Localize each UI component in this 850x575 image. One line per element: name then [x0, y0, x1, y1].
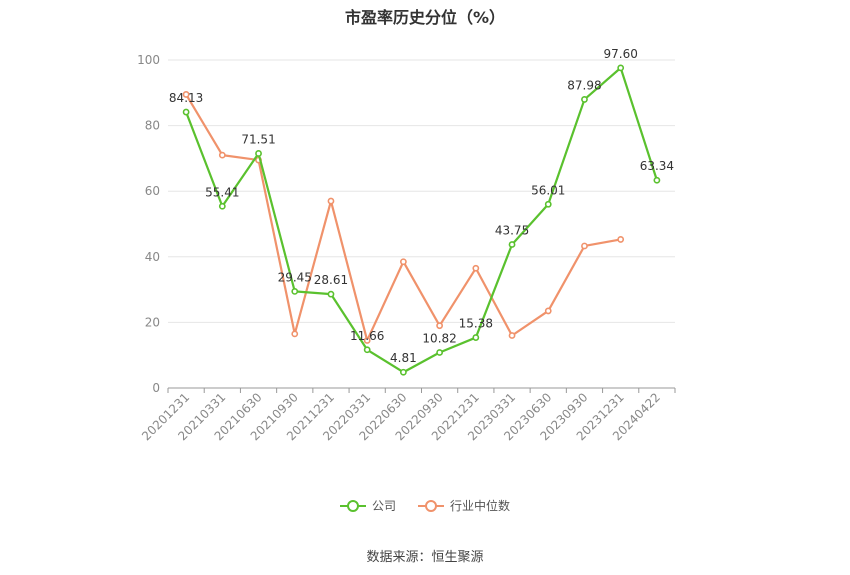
industry-median-point	[182, 91, 190, 98]
industry-median-point	[472, 264, 480, 272]
line-chart: 0204060801002020123120210331202106302021…	[137, 47, 676, 443]
data-label: 87.98	[567, 78, 601, 92]
legend-item-company[interactable]: 公司	[339, 497, 396, 514]
data-label: 56.01	[531, 183, 565, 197]
y-tick-label: 60	[145, 184, 160, 198]
data-label: 55.41	[205, 185, 239, 199]
company-point	[327, 290, 335, 298]
data-labels: 84.13 55.41 71.51 29.45 28.61 11.66 4.81 10.821…	[169, 47, 674, 365]
legend-swatch-industry-median	[418, 499, 444, 513]
y-tick-label: 20	[145, 315, 160, 329]
series	[182, 64, 661, 376]
data-label: 97.60	[603, 47, 637, 61]
y-tick-label: 100	[137, 53, 160, 67]
gridlines	[168, 59, 675, 323]
legend: 公司 行业中位数	[0, 497, 850, 514]
industry-median-point	[399, 258, 407, 266]
company-point	[399, 368, 407, 376]
data-label: 11.66	[350, 329, 384, 343]
legend-item-industry-median[interactable]: 行业中位数	[418, 497, 510, 514]
axes: 0204060801002020123120210331202106302021…	[137, 53, 676, 443]
industry-median-point	[291, 330, 299, 338]
chart-title: 市盈率历史分位（%）	[344, 8, 506, 27]
data-label: 71.51	[241, 132, 275, 146]
industry-median-point	[327, 197, 335, 205]
data-label: 10.82	[422, 332, 456, 346]
source-note: 数据来源：恒生聚源	[366, 550, 484, 565]
data-label: 63.34	[640, 159, 674, 173]
data-label: 43.75	[495, 224, 529, 238]
company-point	[544, 200, 552, 208]
company-point	[508, 241, 516, 248]
company-point	[182, 108, 190, 116]
y-tick-label: 40	[145, 250, 160, 264]
industry-median-point	[436, 322, 444, 330]
legend-swatch-company	[339, 499, 366, 513]
company-point	[436, 349, 444, 356]
legend-label-company: 公司	[371, 499, 396, 513]
company-point	[472, 334, 480, 341]
industry-median-point	[363, 337, 371, 344]
industry-median-line	[185, 93, 621, 342]
company-line	[185, 66, 658, 374]
company-point	[255, 150, 262, 157]
industry-median-point	[218, 151, 226, 159]
company-point	[617, 64, 625, 72]
company-point	[218, 202, 226, 210]
industry-median-point	[508, 332, 516, 339]
company-point	[581, 96, 588, 103]
company-point	[653, 176, 661, 184]
industry-median-point	[581, 242, 588, 250]
y-tick-label: 0	[152, 381, 160, 395]
y-tick-label: 80	[145, 119, 160, 133]
industry-median-point	[617, 236, 625, 243]
data-label: 4.81	[390, 351, 417, 365]
industry-median-point	[544, 307, 552, 315]
data-label: 84.13	[169, 91, 203, 105]
company-point	[363, 346, 371, 354]
legend-label-industry-median: 行业中位数	[450, 499, 511, 513]
data-label: 28.61	[314, 273, 348, 287]
company-point	[291, 288, 299, 295]
data-label: 29.45	[278, 270, 312, 284]
data-label: 15.38	[459, 317, 493, 331]
